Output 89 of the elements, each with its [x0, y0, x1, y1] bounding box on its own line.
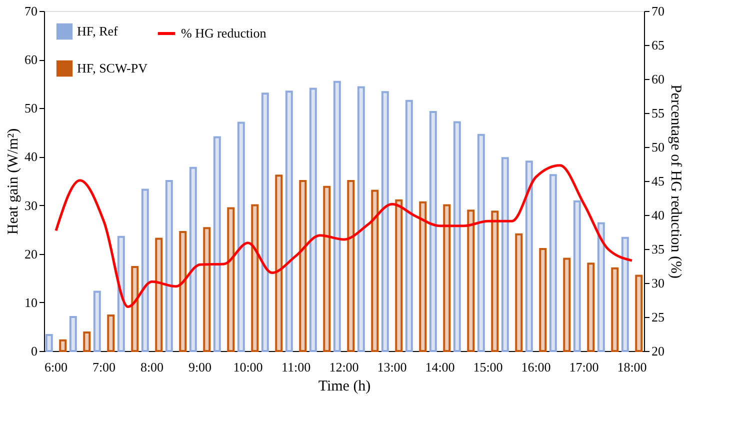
x-tick-label: 7:00	[92, 360, 116, 374]
bar	[347, 180, 355, 352]
bar	[131, 266, 139, 352]
bar	[371, 190, 379, 352]
x-tick-label: 15:00	[473, 360, 503, 374]
x-tick-label: 6:00	[44, 360, 68, 374]
y2-axis-title: Percentage of HG reduction (%)	[668, 84, 684, 279]
y-tick-label: 30	[24, 198, 38, 213]
bar	[275, 174, 283, 352]
x-axis-title: Time (h)	[318, 378, 371, 394]
bar	[573, 200, 581, 352]
bar	[525, 160, 533, 352]
y2-tick-label: 50	[652, 140, 664, 154]
bar	[213, 136, 221, 352]
bar	[237, 122, 245, 352]
y2-tick-label: 45	[652, 174, 664, 188]
x-tick-label: 10:00	[233, 360, 263, 374]
bar	[45, 334, 53, 352]
bar	[323, 186, 331, 352]
y-tick-label: 70	[24, 4, 38, 18]
bar	[83, 332, 91, 352]
bar	[477, 134, 485, 352]
bar	[395, 199, 403, 352]
y2-tick-label: 20	[652, 344, 664, 358]
x-tick-label: 17:00	[569, 360, 599, 374]
bar	[299, 180, 307, 352]
bar	[611, 267, 619, 352]
bar	[419, 201, 427, 352]
x-tick-label: 12:00	[329, 360, 359, 374]
y2-tick-label: 40	[652, 208, 664, 222]
bar	[107, 314, 115, 352]
bar	[203, 227, 211, 352]
bar	[549, 174, 557, 352]
x-tick-label: 11:00	[281, 360, 311, 374]
bar	[93, 290, 101, 352]
bar	[117, 236, 125, 352]
bar	[453, 121, 461, 352]
bar	[227, 207, 235, 352]
y2-tick-label: 60	[652, 72, 664, 86]
bar	[467, 210, 475, 352]
bar	[635, 274, 643, 352]
bar	[539, 248, 547, 352]
bar	[69, 316, 77, 352]
bar	[597, 222, 605, 352]
y2-tick-label: 65	[652, 38, 664, 52]
y-tick-label: 40	[24, 149, 38, 164]
bar	[501, 157, 509, 352]
bar	[357, 86, 365, 352]
bar	[443, 204, 451, 352]
y2-tick-label: 30	[652, 276, 664, 290]
line-series	[54, 164, 634, 308]
bar	[491, 210, 499, 352]
bar	[189, 166, 197, 352]
bar	[179, 231, 187, 352]
bar	[515, 233, 523, 352]
y-tick-label: 60	[24, 52, 38, 68]
bar	[155, 238, 163, 352]
x-tick-label: 13:00	[377, 360, 407, 374]
y2-tick-label: 25	[652, 310, 664, 324]
legend-label: % HG reduction	[181, 26, 267, 40]
y-tick-label: 0	[31, 344, 38, 358]
bar	[59, 339, 67, 352]
bar	[251, 204, 259, 352]
y-tick-label: 10	[24, 294, 38, 310]
bar	[261, 92, 269, 352]
y2-tick-label: 70	[652, 4, 664, 18]
bar	[141, 188, 149, 352]
y2-tick-label: 35	[652, 242, 664, 256]
y-tick-label: 20	[24, 246, 38, 262]
x-tick-label: 9:00	[188, 360, 212, 374]
bar	[587, 262, 595, 352]
bar	[429, 111, 437, 352]
legend-label: HF, Ref	[77, 24, 119, 38]
x-tick-label: 14:00	[425, 360, 455, 374]
bar	[381, 91, 389, 352]
bar	[309, 88, 317, 352]
bar	[285, 90, 293, 352]
x-tick-label: 18:00	[617, 360, 647, 374]
y2-tick-label: 55	[652, 106, 664, 120]
y-tick-label: 50	[24, 100, 38, 116]
bar	[405, 100, 413, 352]
bar	[621, 236, 629, 352]
bar	[165, 180, 173, 352]
bar	[333, 80, 341, 352]
legend-label: HF, SCW-PV	[77, 60, 148, 76]
x-tick-label: 16:00	[521, 360, 551, 374]
y-axis-title: Heat gain (W/m²)	[6, 128, 22, 235]
bar	[563, 258, 571, 352]
x-tick-label: 8:00	[140, 360, 164, 374]
